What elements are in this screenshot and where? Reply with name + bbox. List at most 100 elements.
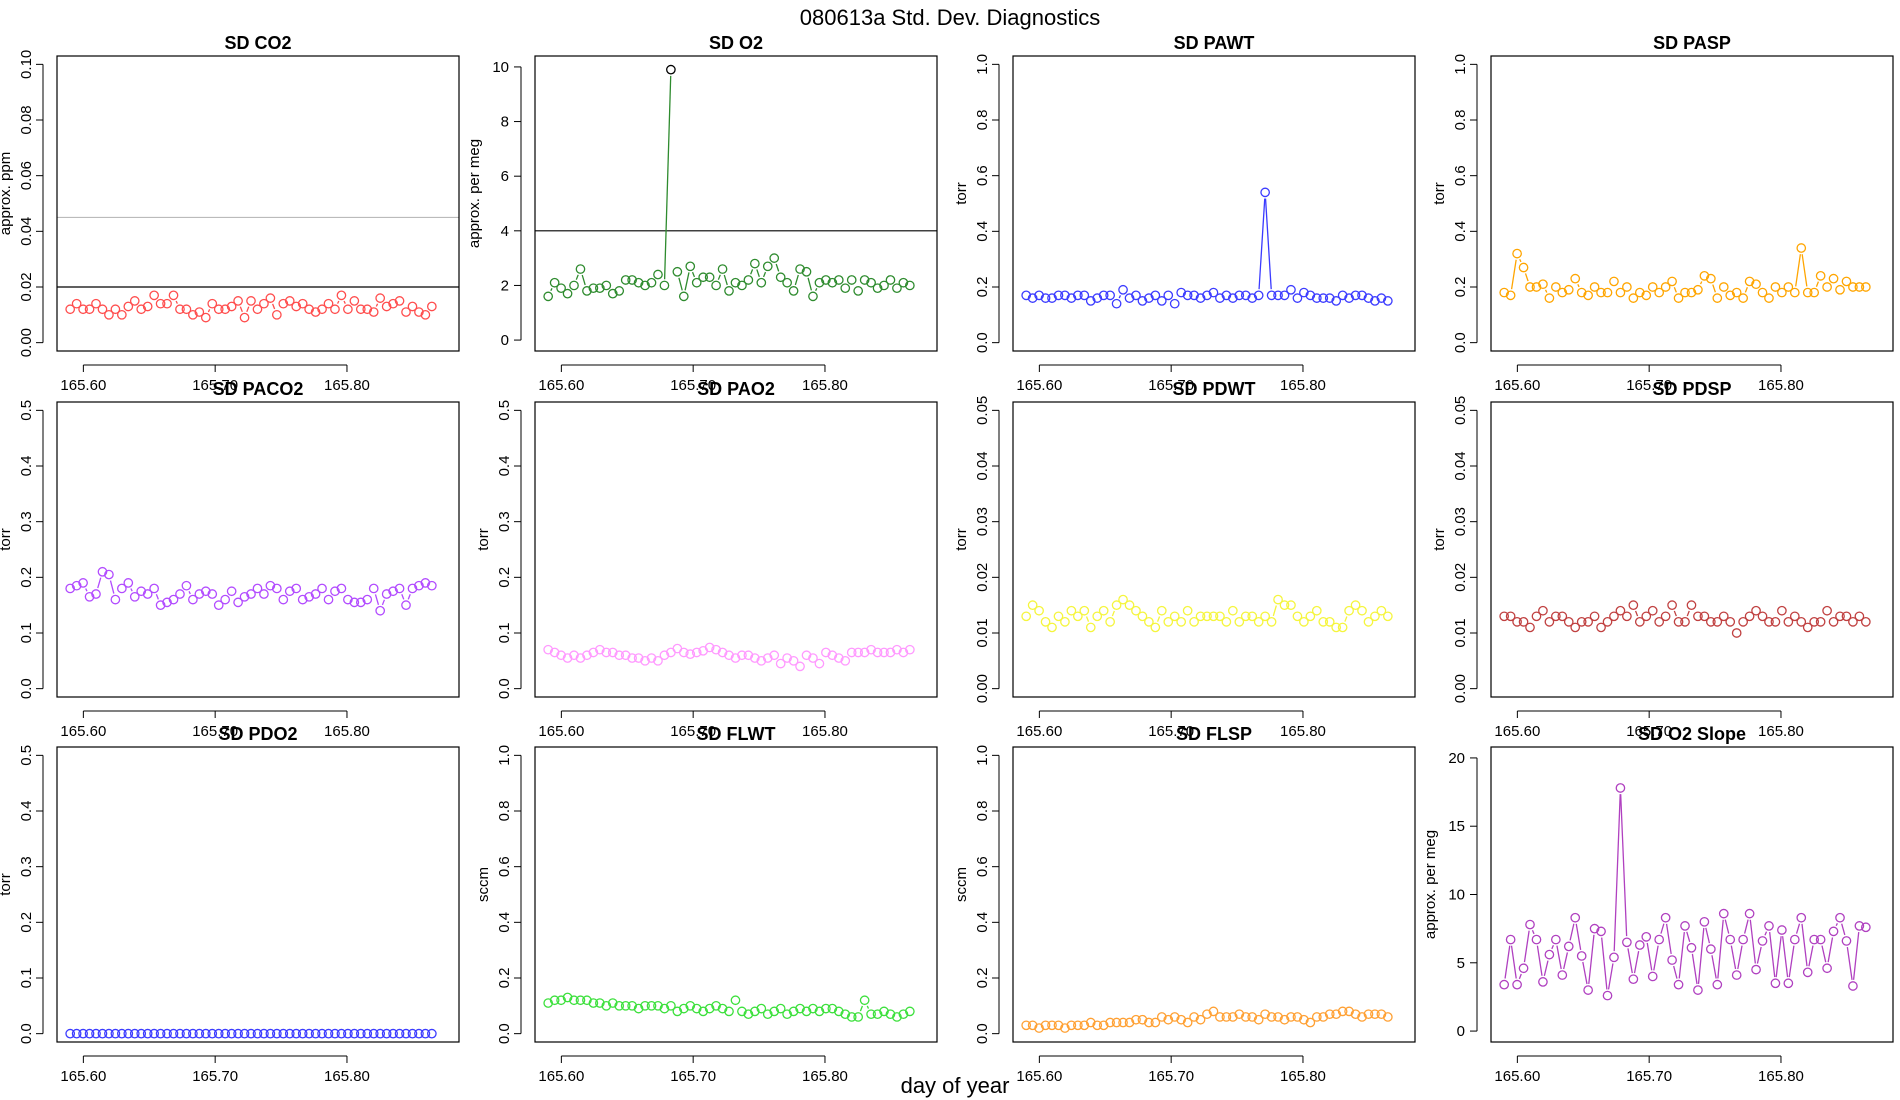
data-point — [717, 647, 728, 658]
data-point — [97, 1028, 108, 1039]
series-segment — [1749, 919, 1756, 964]
data-point — [1150, 1017, 1161, 1028]
data-point — [1609, 952, 1619, 963]
data-point — [788, 655, 799, 666]
data-point — [239, 1028, 250, 1039]
series-segment — [1607, 963, 1614, 990]
x-tick-label: 165.60 — [60, 723, 106, 740]
data-point — [1693, 284, 1703, 295]
data-point — [142, 589, 153, 599]
data-point — [1718, 282, 1729, 292]
data-point — [1163, 617, 1174, 627]
data-point — [407, 583, 418, 594]
data-point — [1085, 296, 1096, 306]
data-point — [291, 583, 302, 594]
data-point — [782, 653, 792, 663]
series-segment — [1769, 932, 1776, 978]
data-point — [711, 644, 721, 655]
data-point — [297, 1028, 308, 1039]
data-point — [1615, 605, 1626, 616]
x-tick-label: 165.60 — [1016, 1068, 1062, 1085]
data-point — [1589, 282, 1600, 292]
series-segment — [1712, 284, 1716, 293]
data-point — [1860, 617, 1871, 627]
y-tick-label: 0.02 — [974, 563, 991, 592]
data-point — [1654, 287, 1665, 298]
data-point — [1505, 934, 1516, 945]
data-point — [1693, 611, 1703, 622]
data-point — [394, 583, 405, 594]
y-tick-label: 0.0 — [974, 1023, 991, 1044]
plot-frame — [56, 401, 460, 698]
y-tick-label: 0.02 — [1452, 563, 1469, 592]
data-point — [1318, 293, 1329, 303]
data-point — [1802, 287, 1813, 298]
series-segment — [1156, 616, 1161, 622]
data-point — [233, 1028, 243, 1039]
data-point — [1544, 293, 1555, 303]
data-point — [582, 286, 592, 296]
data-point — [724, 650, 734, 661]
chart-title: SD O2 — [709, 33, 763, 53]
x-tick-label: 165.60 — [60, 377, 106, 394]
y-tick-label: 2 — [501, 277, 509, 294]
series-segment — [575, 274, 579, 280]
data-point — [904, 280, 915, 291]
data-point — [1318, 1012, 1329, 1022]
data-point — [1725, 934, 1736, 945]
data-point — [1550, 934, 1561, 945]
data-point — [271, 583, 282, 594]
data-point — [1047, 293, 1057, 303]
data-point — [601, 280, 612, 291]
data-point — [853, 286, 864, 296]
data-point — [1583, 617, 1593, 627]
series-segment — [750, 269, 754, 275]
chart-panel: SD CO2 0.00 0.02 0.04 0.06 0.08 0.10 approx. pp… — [0, 33, 460, 394]
y-tick-label: 0.04 — [1452, 451, 1469, 480]
data-point — [1382, 611, 1393, 622]
data-point — [78, 1028, 88, 1039]
data-point — [284, 1028, 295, 1039]
series-segment — [1737, 945, 1743, 970]
data-point — [1550, 282, 1561, 292]
chart-title: SD PAWT — [1174, 33, 1255, 53]
data-point — [575, 264, 586, 274]
data-point — [1324, 617, 1335, 627]
data-point — [168, 1028, 179, 1039]
data-point — [730, 653, 741, 663]
y-tick-label: 0.3 — [18, 511, 35, 532]
data-point — [743, 650, 754, 661]
series-lines — [1510, 254, 1820, 293]
data-point — [175, 1028, 185, 1039]
y-tick-label: 10 — [492, 59, 509, 76]
data-point — [1757, 287, 1768, 298]
data-point — [426, 580, 437, 591]
data-point — [1757, 936, 1768, 946]
data-point — [1660, 912, 1671, 923]
data-point — [1331, 1009, 1342, 1020]
data-point — [97, 566, 108, 577]
chart-panel: SD O2 0 2 4 6 8 10 approx. per meg 165.60 165.70 1… — [466, 33, 938, 394]
data-point — [1770, 617, 1781, 627]
data-point — [691, 277, 702, 288]
data-point — [556, 995, 566, 1006]
data-point — [1060, 1023, 1070, 1033]
data-point — [885, 647, 896, 658]
data-point — [1596, 622, 1606, 633]
data-point — [737, 650, 747, 661]
y-tick-label: 0.5 — [496, 400, 513, 421]
data-point — [653, 655, 663, 666]
data-point — [749, 258, 760, 269]
y-axis-label: approx. per meg — [466, 139, 483, 248]
data-point — [698, 1006, 709, 1017]
data-point — [1124, 1017, 1135, 1028]
data-point — [317, 304, 327, 315]
data-point — [769, 1006, 780, 1017]
series-segment — [401, 594, 405, 600]
data-point — [1622, 937, 1632, 948]
data-point — [1085, 622, 1096, 633]
series-segment — [581, 274, 586, 286]
data-point — [420, 309, 431, 320]
plot-frame — [1490, 746, 1894, 1043]
data-point — [1634, 287, 1645, 298]
